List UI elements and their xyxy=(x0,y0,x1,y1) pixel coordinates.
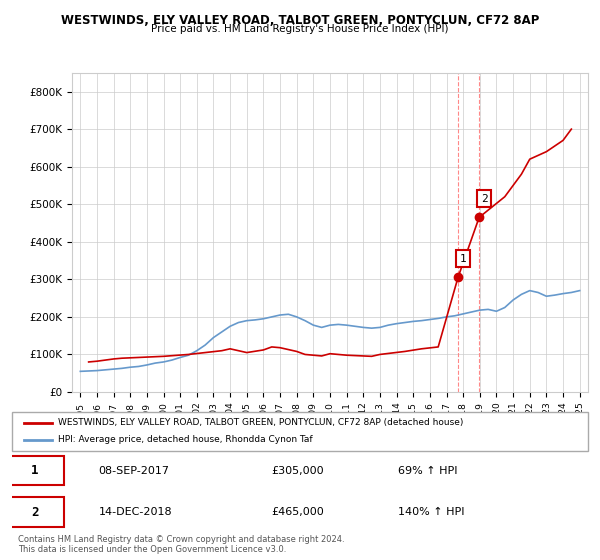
Text: Contains HM Land Registry data © Crown copyright and database right 2024.
This d: Contains HM Land Registry data © Crown c… xyxy=(18,535,344,554)
Text: 08-SEP-2017: 08-SEP-2017 xyxy=(98,465,169,475)
Text: 140% ↑ HPI: 140% ↑ HPI xyxy=(398,507,464,517)
Text: 2: 2 xyxy=(31,506,39,519)
Text: £465,000: £465,000 xyxy=(271,507,324,517)
Text: 14-DEC-2018: 14-DEC-2018 xyxy=(98,507,172,517)
Text: HPI: Average price, detached house, Rhondda Cynon Taf: HPI: Average price, detached house, Rhon… xyxy=(58,435,313,444)
FancyBboxPatch shape xyxy=(6,497,64,527)
Text: 69% ↑ HPI: 69% ↑ HPI xyxy=(398,465,457,475)
Text: WESTWINDS, ELY VALLEY ROAD, TALBOT GREEN, PONTYCLUN, CF72 8AP (detached house): WESTWINDS, ELY VALLEY ROAD, TALBOT GREEN… xyxy=(58,418,463,427)
Text: Price paid vs. HM Land Registry's House Price Index (HPI): Price paid vs. HM Land Registry's House … xyxy=(151,24,449,34)
Text: WESTWINDS, ELY VALLEY ROAD, TALBOT GREEN, PONTYCLUN, CF72 8AP: WESTWINDS, ELY VALLEY ROAD, TALBOT GREEN… xyxy=(61,14,539,27)
Text: 2: 2 xyxy=(481,194,488,204)
FancyBboxPatch shape xyxy=(6,456,64,486)
Text: 1: 1 xyxy=(460,254,466,264)
Text: £305,000: £305,000 xyxy=(271,465,324,475)
Text: 1: 1 xyxy=(31,464,39,477)
FancyBboxPatch shape xyxy=(12,412,588,451)
